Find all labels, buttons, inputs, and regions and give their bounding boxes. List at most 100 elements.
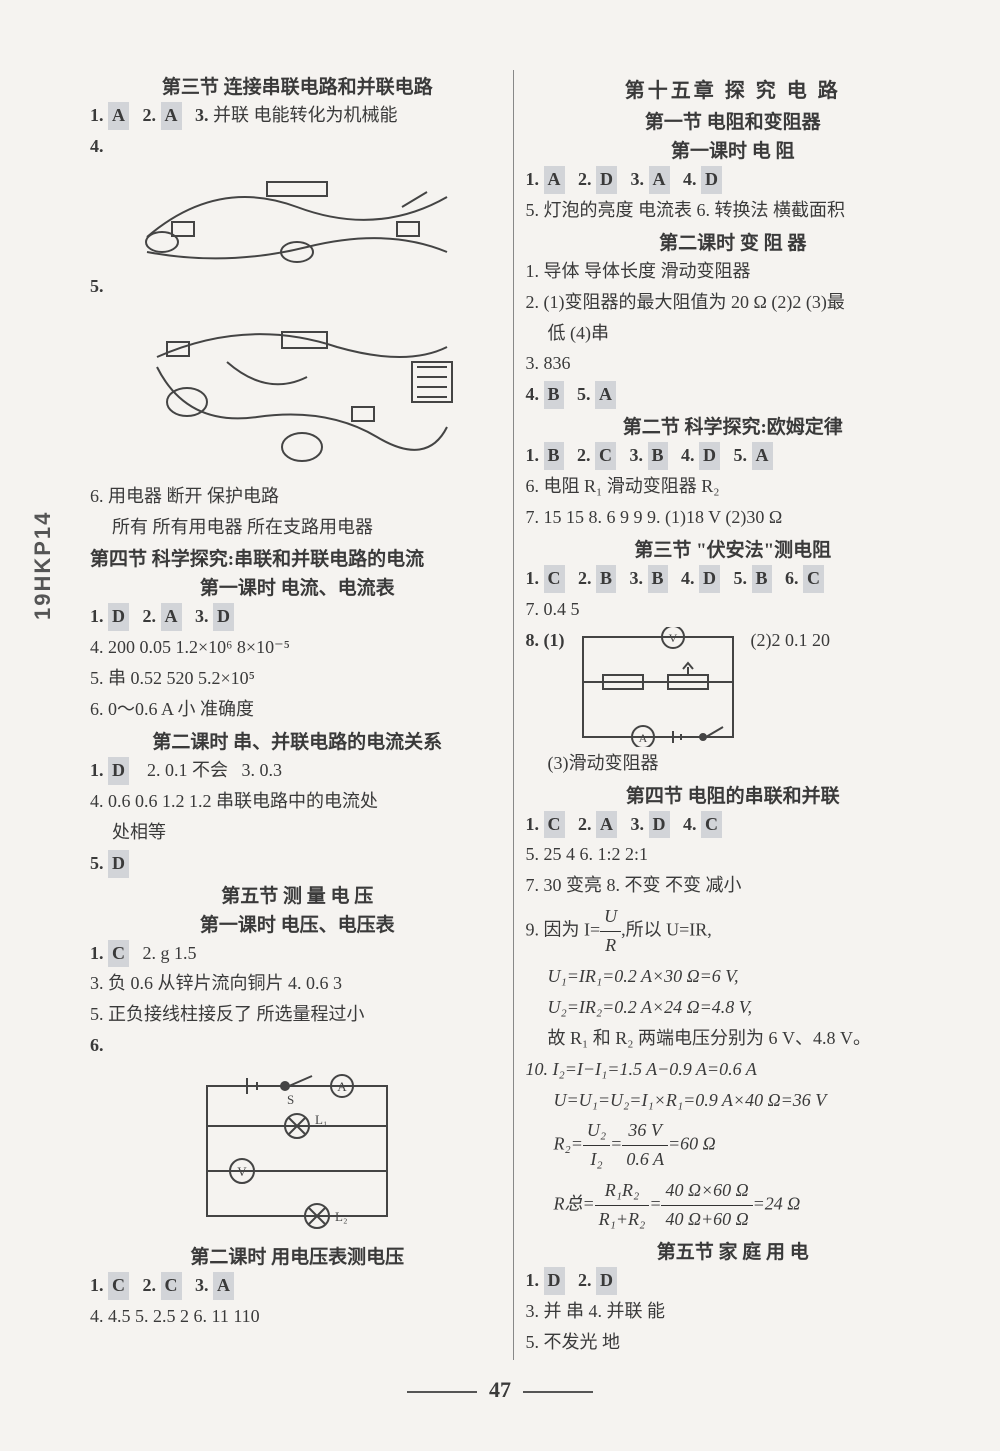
q5-label: 5.	[90, 273, 505, 301]
answer-text: 2. 0.1 不会	[147, 760, 228, 780]
q-num: 2.	[577, 445, 591, 465]
r2-l3: 7. 15 15 8. 6 9 9 9. (1)18 V (2)30 Ω	[526, 504, 941, 532]
formula-text: R总=	[554, 1194, 595, 1214]
r4-title: 第四节 电阻的串联和并联	[526, 781, 941, 808]
q-num: 1.	[526, 445, 540, 465]
answer-box: A	[649, 166, 670, 194]
sec5-sub2: 第二课时 用电压表测电压	[90, 1242, 505, 1269]
answer-box: D	[649, 811, 670, 839]
q-num: 3.	[195, 606, 209, 626]
s4a-row1: 1. D 2. A 3. D	[90, 603, 505, 631]
q-num: 4.	[683, 814, 697, 834]
r3-l4: (3)滑动变阻器	[526, 750, 941, 778]
sec5-sub1: 第一课时 电压、电压表	[90, 910, 505, 937]
q-num: 2.	[143, 1275, 157, 1295]
fraction: 40 Ω×60 Ω40 Ω+60 Ω	[661, 1177, 752, 1234]
q-num: 4.	[683, 169, 697, 189]
r2-title: 第二节 科学探究:欧姆定律	[526, 412, 941, 439]
sec3-answers-1: 1. A 2. A 3. 并联 电能转化为机械能	[90, 102, 505, 130]
r4-q10-c: R₂=U₂I₂=36 V0.6 A=60 Ω	[526, 1117, 941, 1174]
answer-box: D	[213, 603, 234, 631]
answer-box: C	[108, 1272, 129, 1300]
s5a-l3: 5. 正负接线柱接反了 所选量程过小	[90, 1001, 505, 1029]
answer-box: D	[596, 166, 617, 194]
r3-l2: 7. 0.4 5	[526, 596, 941, 624]
answer-text: (2)2 0.1 20	[751, 627, 831, 655]
s4b-row1: 1. D 2. 0.1 不会 3. 0.3	[90, 757, 505, 785]
ch15-title: 第十五章 探 究 电 路	[526, 74, 941, 103]
q-num: 3.	[631, 814, 645, 834]
answer-text: 并联 电能转化为机械能	[213, 105, 398, 125]
answer-box: A	[595, 381, 616, 409]
answer-box: A	[161, 102, 182, 130]
q-num: 3.	[630, 568, 644, 588]
r1a-l2: 5. 灯泡的亮度 电流表 6. 转换法 横截面积	[526, 197, 941, 225]
r3-title: 第三节 "伏安法"测电阻	[526, 535, 941, 562]
q-num: 1.	[90, 1275, 104, 1295]
left-column: 第三节 连接串联电路和并联电路 1. A 2. A 3. 并联 电能转化为机械能…	[90, 70, 514, 1360]
s4a-l4: 6. 0～0.6 A 小 准确度	[90, 696, 505, 724]
s5a-l4: 6.	[90, 1032, 505, 1060]
q-num: 2.	[143, 105, 157, 125]
r1b-l2: 2. (1)变阻器的最大阻值为 20 Ω (2)2 (3)最	[526, 289, 941, 317]
answer-box: B	[544, 442, 564, 470]
answer-box: D	[544, 1267, 565, 1295]
page-number: 47	[0, 1377, 1000, 1403]
r4-l2: 5. 25 4 6. 1:2 2:1	[526, 841, 941, 869]
q-num: 2.	[143, 606, 157, 626]
svg-text:A: A	[338, 1079, 348, 1094]
answer-box: D	[699, 442, 720, 470]
side-code: 19HKP14	[30, 511, 56, 620]
svg-text:V: V	[668, 631, 677, 645]
fraction: 36 V0.6 A	[622, 1117, 668, 1174]
r4-q9-d: U₂=IR₂=0.2 A×24 Ω=4.8 V,	[526, 994, 941, 1022]
r5-row1: 1. D 2. D	[526, 1267, 941, 1295]
r1b-row4: 4. B 5. A	[526, 381, 941, 409]
answer-box: C	[544, 811, 565, 839]
q-num: 1.	[90, 606, 104, 626]
answer-box: D	[701, 166, 722, 194]
s5b-l2: 4. 4.5 5. 2.5 2 6. 11 110	[90, 1303, 505, 1331]
q-num: 1.	[90, 943, 104, 963]
sec4-title: 第四节 科学探究:串联和并联电路的电流	[90, 544, 505, 571]
r3-row1: 1. C 2. B 3. B 4. D 5. B 6. C	[526, 565, 941, 593]
circuit-diagram-2	[127, 307, 467, 477]
q-num: 1.	[526, 568, 540, 588]
answer-box: A	[108, 102, 129, 130]
q-num: 4.	[526, 384, 540, 404]
formula-text: =24 Ω	[753, 1194, 801, 1214]
q-num: 8. (1)	[526, 627, 565, 655]
q-num: 5.	[90, 853, 104, 873]
svg-text:S: S	[287, 1092, 294, 1107]
s4a-l2: 4. 200 0.05 1.2×10⁶ 8×10⁻⁵	[90, 634, 505, 662]
answer-box: A	[544, 166, 565, 194]
r4-q9-c: U₁=IR₁=0.2 A×30 Ω=6 V,	[526, 963, 941, 991]
r1b-l3: 3. 836	[526, 350, 941, 378]
formula-text: 9. 因为 I=	[526, 920, 601, 940]
fraction: UR	[600, 903, 621, 960]
q-num: 5.	[577, 384, 591, 404]
r1-title: 第一节 电阻和变阻器	[526, 107, 941, 134]
answer-box: B	[596, 565, 616, 593]
s4b-l2b: 处相等	[90, 819, 505, 847]
r1b-l2b: 低 (4)串	[526, 320, 941, 348]
svg-text:V: V	[238, 1164, 248, 1179]
answer-box: B	[544, 381, 564, 409]
r3-l3: 8. (1) V A (2)2 0.1 20	[526, 627, 941, 747]
svg-text:A: A	[638, 731, 647, 745]
r5-title: 第五节 家 庭 用 电	[526, 1237, 941, 1264]
formula-text: =	[649, 1194, 661, 1214]
r2-l2: 6. 电阻 R₁ 滑动变阻器 R₂	[526, 473, 941, 501]
s5b-row1: 1. C 2. C 3. A	[90, 1272, 505, 1300]
answer-box: B	[648, 565, 668, 593]
q-num: 2.	[578, 568, 592, 588]
q-num: 1.	[526, 814, 540, 834]
q-num: 2.	[578, 169, 592, 189]
r1b-l1: 1. 导体 导体长度 滑动变阻器	[526, 258, 941, 286]
answer-box: A	[161, 603, 182, 631]
r1-sub1: 第一课时 电 阻	[526, 136, 941, 163]
q-num: 1.	[526, 169, 540, 189]
two-column-layout: 第三节 连接串联电路和并联电路 1. A 2. A 3. 并联 电能转化为机械能…	[90, 70, 940, 1360]
answer-box: C	[595, 442, 616, 470]
q6-line-a: 6. 用电器 断开 保护电路	[90, 483, 505, 511]
